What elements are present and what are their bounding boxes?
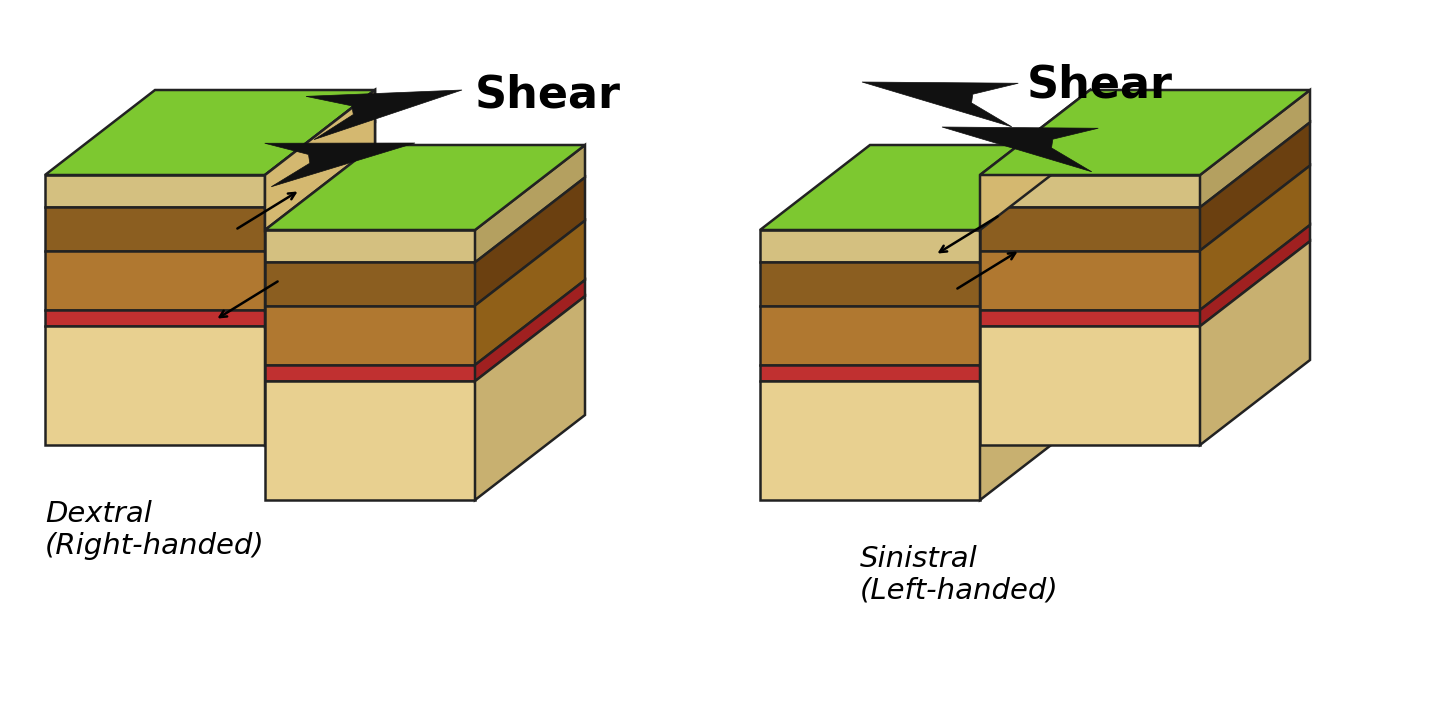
Polygon shape: [980, 221, 1090, 365]
Polygon shape: [45, 251, 266, 310]
Polygon shape: [980, 177, 1090, 306]
Polygon shape: [266, 90, 375, 207]
Polygon shape: [759, 306, 980, 365]
Polygon shape: [980, 296, 1090, 500]
Polygon shape: [1199, 90, 1310, 207]
Polygon shape: [1199, 166, 1310, 310]
Text: Sinistral: Sinistral: [860, 545, 977, 573]
Text: Dextral: Dextral: [45, 500, 152, 528]
Polygon shape: [980, 280, 1090, 382]
Polygon shape: [475, 177, 585, 306]
Polygon shape: [759, 145, 1090, 230]
Polygon shape: [1199, 241, 1310, 445]
Text: (Left-handed): (Left-handed): [860, 577, 1059, 605]
Polygon shape: [45, 310, 266, 327]
Polygon shape: [759, 365, 980, 382]
Polygon shape: [942, 127, 1098, 172]
Polygon shape: [980, 251, 1199, 310]
Polygon shape: [980, 90, 1090, 230]
Polygon shape: [264, 143, 415, 187]
Polygon shape: [1199, 225, 1310, 327]
Polygon shape: [980, 327, 1199, 445]
Polygon shape: [266, 166, 375, 310]
Polygon shape: [306, 90, 462, 140]
Polygon shape: [266, 365, 475, 382]
Polygon shape: [980, 175, 1199, 207]
Polygon shape: [45, 175, 266, 207]
Polygon shape: [266, 225, 375, 327]
Polygon shape: [475, 145, 585, 262]
Polygon shape: [475, 296, 585, 500]
Polygon shape: [266, 90, 375, 230]
Polygon shape: [759, 230, 980, 262]
Polygon shape: [266, 145, 585, 230]
Polygon shape: [980, 90, 1310, 175]
Polygon shape: [266, 382, 475, 500]
Polygon shape: [266, 230, 475, 262]
Polygon shape: [45, 327, 266, 445]
Polygon shape: [475, 221, 585, 365]
Polygon shape: [266, 262, 475, 306]
Polygon shape: [759, 262, 980, 306]
Polygon shape: [980, 310, 1199, 327]
Polygon shape: [45, 90, 375, 175]
Polygon shape: [266, 241, 375, 445]
Polygon shape: [266, 122, 375, 251]
Polygon shape: [475, 280, 585, 382]
Polygon shape: [759, 382, 980, 500]
Polygon shape: [980, 207, 1199, 251]
Polygon shape: [45, 207, 266, 251]
Polygon shape: [980, 145, 1090, 262]
Text: Shear: Shear: [475, 74, 621, 117]
Polygon shape: [266, 306, 475, 365]
Text: Shear: Shear: [1027, 64, 1173, 106]
Text: (Right-handed): (Right-handed): [45, 532, 264, 560]
Polygon shape: [862, 82, 1018, 127]
Polygon shape: [1199, 122, 1310, 251]
